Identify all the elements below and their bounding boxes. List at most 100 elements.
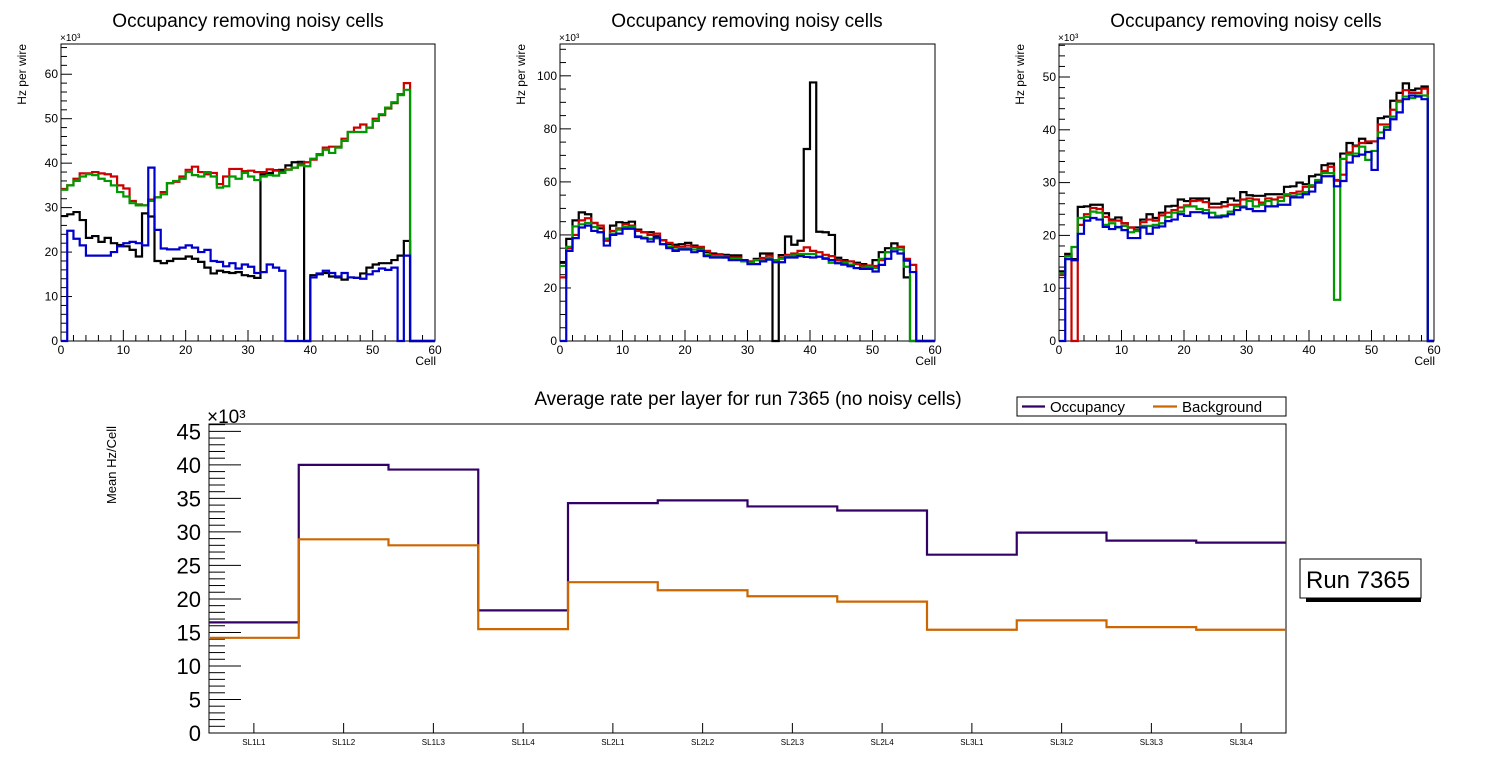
x-tick-label: SL2L1 [601, 738, 625, 747]
series-red-line [560, 217, 935, 343]
x-tick-label: 20 [179, 343, 193, 357]
legend-box [1016, 396, 1287, 417]
x-tick-label: 50 [866, 343, 880, 357]
y-axis-title: Hz per wire [15, 44, 29, 105]
y-multiplier-label: ×10³ [60, 33, 81, 44]
y-tick-label: 0 [51, 334, 58, 348]
y-axis-title: Mean Hz/Cell [104, 426, 119, 504]
x-tick-label: 0 [557, 343, 564, 357]
plot-area: 0 10 20 30 40 50 60 0 10 20 30 40 50 60 [45, 47, 442, 357]
y-tick-label: 40 [1043, 123, 1057, 137]
y-tick-label: 60 [45, 67, 59, 81]
y-tick-label: 40 [544, 228, 558, 242]
y-tick-label: 20 [544, 281, 558, 295]
series-background-line [209, 538, 1286, 639]
y-tick-label: 0 [550, 334, 557, 348]
series-black-line [560, 81, 935, 343]
x-tick-label: 50 [366, 343, 380, 357]
y-tick-label: 30 [45, 201, 59, 215]
y-tick-label: 45 [177, 419, 201, 444]
legend-background-label: Background [1182, 399, 1262, 416]
y-tick-label: 0 [1049, 334, 1056, 348]
y-tick-label: 60 [544, 175, 558, 189]
occupancy-panel-1: Occupancy removing noisy cells ×10³ Hz p… [15, 11, 442, 368]
x-tick-label: 0 [1056, 343, 1063, 357]
x-tick-label: 40 [1302, 343, 1316, 357]
occupancy-panel-2: Occupancy removing noisy cells ×10³ Hz p… [514, 11, 942, 368]
x-tick-label: 40 [304, 343, 318, 357]
plot-frame [559, 43, 936, 342]
plot-frame [208, 423, 1287, 734]
x-tick-label: SL1L2 [332, 738, 356, 747]
x-tick-label: SL3L3 [1140, 738, 1164, 747]
x-tick-label: 20 [1177, 343, 1191, 357]
series-occupancy-line [209, 463, 1286, 624]
series-blue-line [61, 166, 435, 343]
plot-area: 0 5 10 15 20 25 30 35 40 45 SL1L1 SL1L2 SL1L3 SL1L4 SL… [177, 419, 1286, 747]
series-black-line [1059, 82, 1434, 343]
y-axis-title: Hz per wire [514, 44, 528, 105]
panel-title: Occupancy removing noisy cells [1110, 11, 1381, 32]
x-tick-label: SL2L3 [781, 738, 805, 747]
run-label: Run 7365 [1306, 567, 1410, 594]
x-tick-label: 60 [1427, 343, 1441, 357]
y-tick-label: 30 [1043, 176, 1057, 190]
x-tick-label: 30 [1240, 343, 1254, 357]
y-tick-label: 50 [1043, 70, 1057, 84]
series-red-line [1059, 87, 1434, 343]
x-tick-label: SL1L1 [242, 738, 266, 747]
x-tick-label: SL1L4 [512, 738, 536, 747]
y-tick-label: 20 [45, 245, 59, 259]
y-axis-title: Hz per wire [1013, 44, 1027, 105]
run-label-frame [1299, 558, 1422, 599]
y-tick-label: 0 [189, 721, 201, 746]
x-tick-label: 50 [1365, 343, 1379, 357]
y-tick-label: 35 [177, 486, 201, 511]
x-axis-title: Cell [915, 354, 936, 368]
x-tick-label: 20 [678, 343, 692, 357]
y-tick-label: 20 [1043, 228, 1057, 242]
x-tick-label: SL2L2 [691, 738, 715, 747]
x-tick-label: 30 [741, 343, 755, 357]
x-tick-label: 40 [803, 343, 817, 357]
series-blue-line [1059, 94, 1434, 343]
y-tick-label: 5 [189, 687, 201, 712]
x-tick-label: 60 [428, 343, 442, 357]
run-label-box: Run 7365 [1299, 558, 1422, 602]
x-axis-title: Cell [415, 354, 436, 368]
x-tick-label: 10 [117, 343, 131, 357]
y-tick-label: 10 [177, 654, 201, 679]
y-tick-label: 10 [1043, 281, 1057, 295]
plot-area: 0 10 20 30 40 50 0 10 20 30 40 50 60 [1043, 44, 1441, 357]
x-tick-label: 30 [241, 343, 255, 357]
y-multiplier-label: ×10³ [207, 407, 246, 428]
series-blue-line [560, 224, 935, 343]
average-rate-panel: Average rate per layer for run 7365 (no … [104, 389, 1422, 747]
legend: Occupancy Background [1016, 396, 1287, 417]
x-tick-label: SL3L2 [1050, 738, 1074, 747]
panel-title: Average rate per layer for run 7365 (no … [534, 389, 961, 410]
plot-area: 0 20 40 60 80 100 0 10 20 30 40 50 60 [537, 48, 942, 357]
series-green-line [560, 221, 935, 343]
legend-occupancy-label: Occupancy [1050, 399, 1126, 416]
y-tick-label: 100 [537, 69, 557, 83]
x-tick-label: SL1L3 [422, 738, 446, 747]
y-tick-label: 40 [177, 453, 201, 478]
occupancy-panel-3: Occupancy removing noisy cells ×10³ Hz p… [1013, 11, 1441, 368]
y-tick-label: 10 [45, 290, 59, 304]
x-tick-label: SL3L4 [1230, 738, 1254, 747]
y-tick-label: 80 [544, 122, 558, 136]
y-tick-label: 15 [177, 620, 201, 645]
y-tick-label: 50 [45, 112, 59, 126]
x-tick-label: 0 [58, 343, 65, 357]
y-tick-label: 30 [177, 520, 201, 545]
x-tick-label: SL3L1 [960, 738, 984, 747]
y-multiplier-label: ×10³ [1058, 33, 1079, 44]
panel-title: Occupancy removing noisy cells [112, 11, 383, 32]
y-tick-label: 40 [45, 156, 59, 170]
series-red-line [61, 82, 435, 343]
y-tick-label: 25 [177, 553, 201, 578]
x-tick-label: 60 [928, 343, 942, 357]
x-axis-title: Cell [1414, 354, 1435, 368]
